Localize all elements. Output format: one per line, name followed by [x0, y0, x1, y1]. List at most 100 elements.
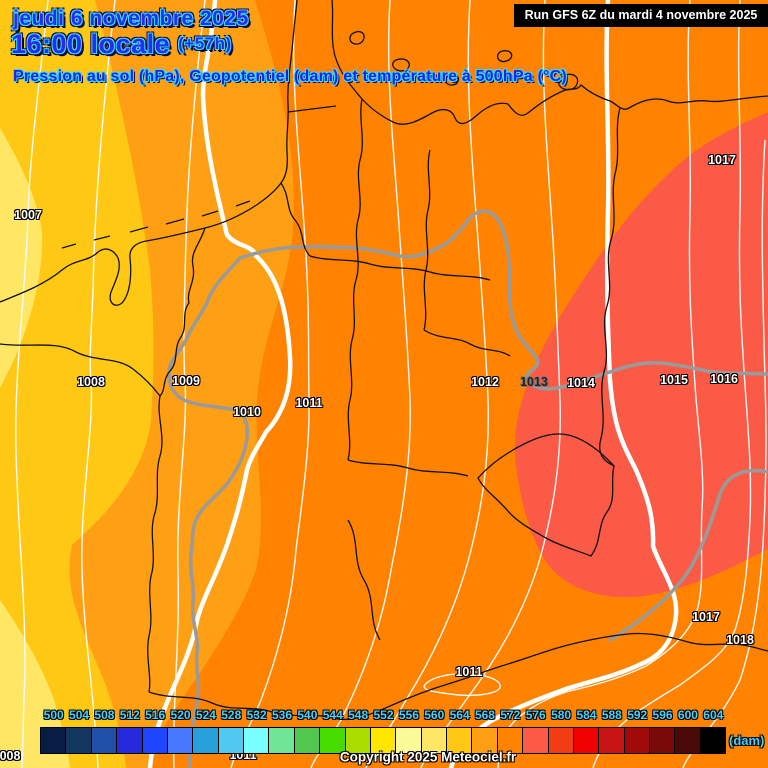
colorbar-tick: 508: [94, 708, 115, 722]
time-label: 16:00 locale (+57h): [11, 29, 232, 60]
colorbar-cell: [116, 727, 143, 754]
colorbar-cell: [420, 727, 447, 754]
isobar-lines-thick: [147, 0, 679, 768]
colorbar-cell: [395, 727, 422, 754]
isobar-label: 1014: [567, 376, 595, 390]
border-france-rhine: [147, 395, 163, 693]
isobar-label: 1017: [692, 610, 720, 624]
state-borders-4: [309, 255, 491, 281]
state-borders-6: [347, 459, 469, 477]
state-borders-2: [355, 98, 363, 281]
fill-pale-yellow-upper: [0, 128, 43, 388]
colorbar-tick: 580: [551, 708, 572, 722]
colorbar-cell: [243, 727, 270, 754]
state-borders-5: [347, 279, 357, 461]
copyright-label: Copyright 2025 Meteociel.fr: [339, 749, 517, 765]
state-borders-7: [347, 519, 381, 641]
colorbar-cell: [90, 727, 118, 754]
colorbar-tick: 556: [398, 708, 419, 722]
islands-baltic: [349, 30, 579, 91]
fill-gold-band: [0, 0, 154, 768]
colorbar-tick: 548: [348, 708, 369, 722]
coast-north-sea: [0, 0, 298, 306]
model-run-banner: Run GFS 6Z du mardi 4 novembre 2025: [514, 4, 768, 27]
colorbar-tick: 532: [246, 708, 267, 722]
fill-pale-yellow-lower: [0, 600, 70, 768]
colorbar-cell: [496, 727, 524, 754]
colorbar-tick: 528: [221, 708, 242, 722]
forecast-offset: (+57h): [178, 34, 232, 53]
colorbar-tick: 604: [703, 708, 724, 722]
colorbar-tick: 592: [627, 708, 648, 722]
border-denmark: [287, 105, 337, 113]
colorbar-tick: 504: [69, 708, 90, 722]
isobar-label: 1012: [471, 375, 499, 389]
colorbar-unit-label: (dam): [729, 733, 765, 748]
colorbar-cell: [65, 727, 92, 754]
colorbar-tick: 576: [525, 708, 546, 722]
colorbar-cell: [572, 727, 600, 754]
colorbar-cell: [446, 727, 473, 754]
colorbar-cell: [192, 727, 219, 754]
isobar-label: 1017: [708, 153, 736, 167]
colorbar-cell: [522, 727, 549, 754]
colorbar-tick: 516: [145, 708, 166, 722]
colorbar-tick: 600: [677, 708, 698, 722]
isobar-label: 1016: [710, 372, 738, 386]
colorbar-cell: [699, 727, 727, 754]
river-danube: [608, 468, 768, 642]
colorbar-tick: 520: [170, 708, 191, 722]
border-belgium: [0, 343, 161, 397]
colorbar-tick: 584: [576, 708, 597, 722]
isobar-label: 1018: [726, 633, 754, 647]
colorbar-tick: 544: [322, 708, 343, 722]
colorbar-cell: [319, 727, 346, 754]
fill-salmon-region: [514, 112, 768, 598]
isobar-label: 1015: [660, 373, 688, 387]
colorbar-cell: [217, 727, 244, 754]
border-lines: [0, 0, 768, 721]
map-subtitle: Pression au sol (hPa), Geopotentiel (dam…: [13, 68, 567, 85]
colorbar-tick: 500: [43, 708, 64, 722]
colorbar-cell: [649, 727, 676, 754]
colorbar-tick: 568: [474, 708, 495, 722]
colorbar-cell: [141, 727, 168, 754]
isobar-label: 1009: [172, 374, 200, 388]
isobar-label: 1008: [77, 375, 105, 389]
colorbar-tick: 560: [424, 708, 445, 722]
river-rhine: [167, 256, 250, 768]
isobar-label: 1011: [455, 665, 483, 679]
colorbar-cell: [674, 727, 701, 754]
colorbar-cell: [293, 727, 321, 754]
border-alps: [148, 632, 768, 721]
border-nl-de: [159, 227, 206, 397]
state-borders-3: [423, 149, 431, 331]
border-poland: [599, 107, 621, 467]
colorbar-cell: [623, 727, 650, 754]
colorbar-tick: 512: [119, 708, 140, 722]
isobar-label: 008: [0, 749, 21, 763]
isobar-label: 1010: [233, 405, 261, 419]
colorbar-tick: 596: [652, 708, 673, 722]
river-main-elbe: [238, 209, 768, 391]
border-czech: [477, 433, 615, 557]
colorbar-tick: 536: [272, 708, 293, 722]
local-time: 16:00 locale: [11, 29, 179, 59]
islands-frisian: [61, 200, 251, 249]
isobar-label: 1013: [520, 375, 548, 389]
colorbar-cell: [547, 727, 574, 754]
river-lines: [167, 209, 768, 768]
colorbar-tick: 588: [601, 708, 622, 722]
date-label: jeudi 6 novembre 2025: [13, 7, 249, 30]
colorbar-tick: 552: [373, 708, 394, 722]
state-borders-1: [280, 182, 311, 257]
isobar-label: 1007: [14, 208, 42, 222]
colorbar: [40, 727, 727, 754]
isobar-label: 1011: [295, 396, 323, 410]
coast-baltic: [331, 0, 768, 125]
colorbar-cell: [268, 727, 295, 754]
colorbar-tick: 572: [500, 708, 521, 722]
colorbar-tick: 524: [195, 708, 216, 722]
